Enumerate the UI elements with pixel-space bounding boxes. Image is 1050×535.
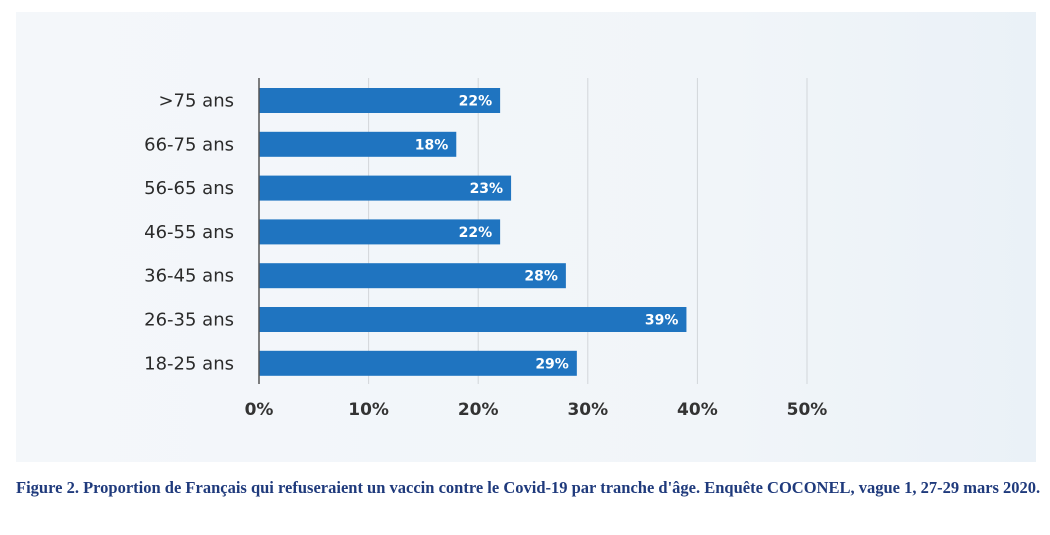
category-label: 66-75 ans	[144, 134, 234, 155]
data-label: 23%	[470, 181, 504, 197]
figure-caption: Figure 2. Proportion de Français qui ref…	[16, 478, 1041, 497]
category-label: 18-25 ans	[144, 353, 234, 374]
x-tick-label: 10%	[348, 400, 389, 420]
chart-panel	[16, 12, 1036, 462]
category-label: 46-55 ans	[144, 222, 234, 243]
x-tick-label: 50%	[787, 400, 828, 420]
bar	[259, 175, 512, 201]
x-tick-label: 40%	[677, 400, 718, 420]
data-label: 22%	[459, 94, 493, 110]
data-label: 22%	[459, 225, 493, 241]
bar	[259, 88, 501, 113]
category-label: 36-45 ans	[144, 266, 234, 287]
x-tick-label: 30%	[567, 400, 608, 420]
x-tick-label: 20%	[458, 400, 499, 420]
data-label: 18%	[415, 137, 449, 153]
data-label: 28%	[524, 269, 558, 285]
category-label: 56-65 ans	[144, 178, 234, 199]
data-label: 29%	[535, 356, 569, 372]
bar	[259, 307, 687, 332]
category-label: 26-35 ans	[144, 310, 234, 331]
bar	[259, 219, 501, 245]
x-tick-label: 0%	[245, 400, 274, 420]
bar	[259, 263, 566, 289]
bar-chart: 22% >75 ans 18% 66-75 ans 23% 56-65 ans 22% 46-…	[144, 78, 828, 420]
data-label: 39%	[645, 313, 679, 329]
bar	[259, 350, 577, 376]
category-label: >75 ans	[158, 91, 234, 112]
bar	[259, 131, 457, 157]
